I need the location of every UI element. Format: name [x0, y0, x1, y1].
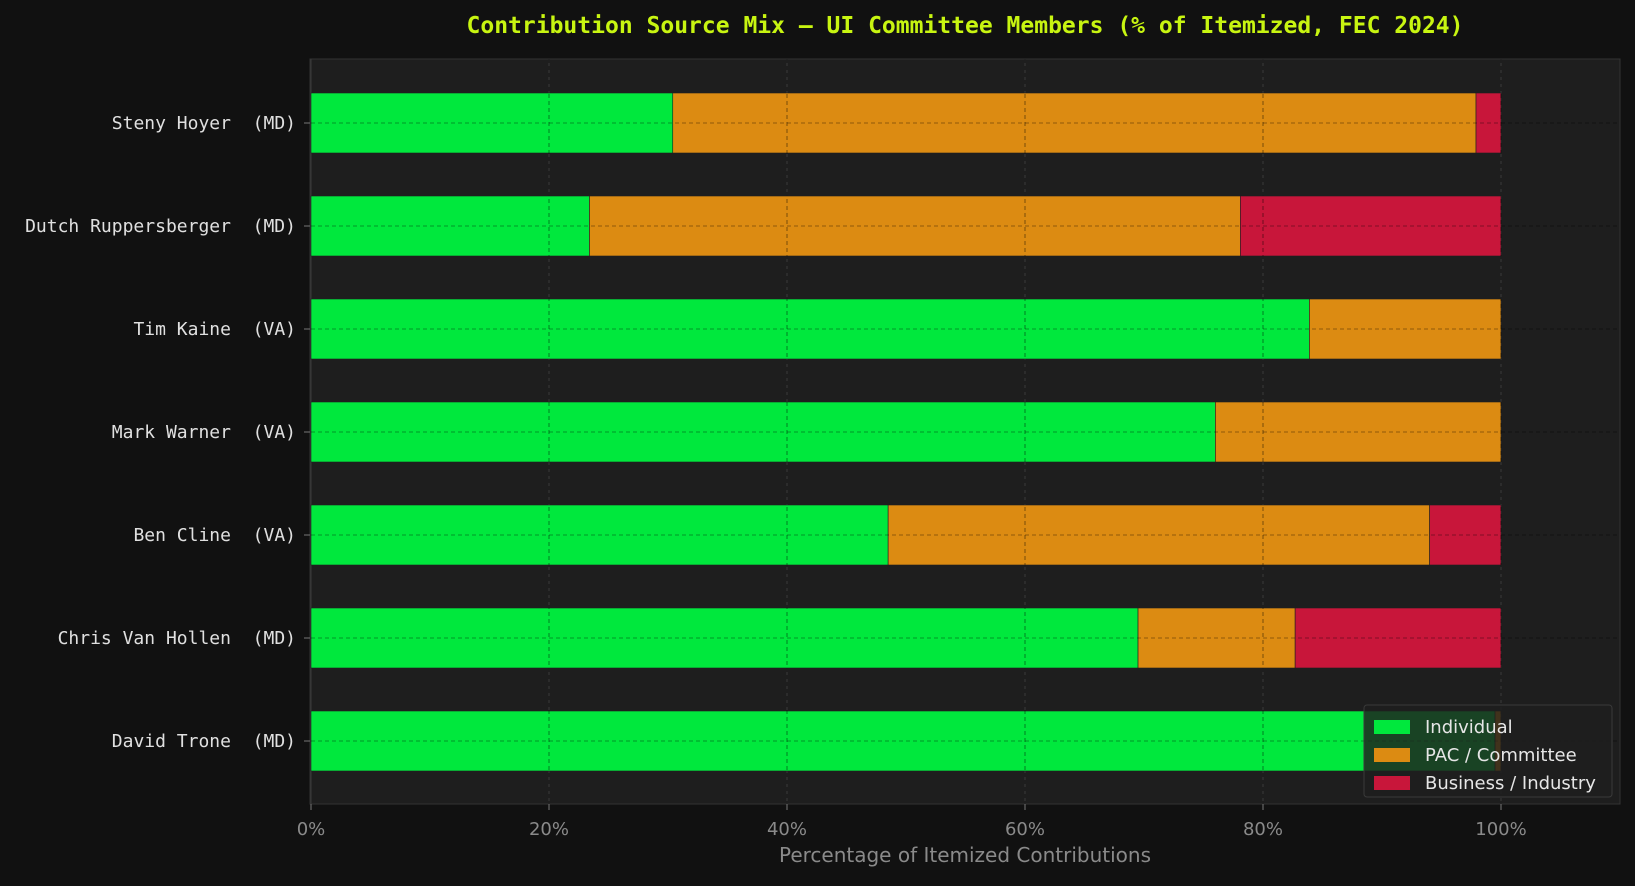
bar-segment	[1215, 401, 1502, 463]
y-tick-labels: Steny Hoyer (MD) Dutch Ruppersberger (MD)…	[25, 113, 310, 752]
y-tick-label: David Trone (MD)	[112, 731, 296, 752]
y-tick-label: Tim Kaine (VA)	[133, 319, 296, 340]
bar-segment	[887, 504, 1430, 566]
y-tick-label: Dutch Ruppersberger (MD)	[25, 216, 296, 237]
bar-segment	[1429, 504, 1502, 566]
legend-label: PAC / Committee	[1425, 745, 1577, 766]
legend-label: Business / Industry	[1425, 773, 1596, 794]
x-tick-label: 20%	[529, 819, 569, 840]
bar-segment	[1475, 92, 1502, 154]
x-tick-label: 60%	[1005, 819, 1045, 840]
y-tick-label: Steny Hoyer (MD)	[112, 113, 296, 134]
bar-segment	[589, 195, 1241, 257]
y-tick-label: Ben Cline (VA)	[133, 525, 296, 546]
bar-segment	[310, 298, 1310, 360]
legend-swatch	[1374, 748, 1410, 762]
chart-title: Contribution Source Mix — UI Committee M…	[467, 13, 1464, 39]
bar-segment	[1309, 298, 1502, 360]
x-tick-label: 0%	[297, 819, 326, 840]
bar-segment	[310, 92, 674, 154]
x-tick-labels: 0% 20% 40% 60% 80% 100%	[297, 804, 1527, 840]
bar-segment	[310, 607, 1139, 669]
x-tick-label: 100%	[1475, 819, 1526, 840]
bar-segment	[310, 195, 590, 257]
bar-segment	[672, 92, 1477, 154]
bar-segment	[1240, 195, 1502, 257]
legend-swatch	[1374, 776, 1410, 790]
legend-label: Individual	[1425, 717, 1513, 738]
bars	[310, 59, 1620, 804]
bar-segment	[1137, 607, 1296, 669]
x-tick-label: 80%	[1243, 819, 1283, 840]
legend-box	[1363, 704, 1613, 798]
legend: Individual PAC / Committee Business / Indu…	[1363, 704, 1613, 798]
bar-segment	[1294, 607, 1502, 669]
bar-segment	[310, 401, 1216, 463]
y-tick-label: Mark Warner (VA)	[112, 422, 296, 443]
x-tick-label: 40%	[767, 819, 807, 840]
y-tick-label: Chris Van Hollen (MD)	[58, 628, 296, 649]
legend-swatch	[1374, 720, 1410, 734]
x-axis-label: Percentage of Itemized Contributions	[779, 843, 1151, 867]
bar-segment	[310, 710, 1496, 772]
